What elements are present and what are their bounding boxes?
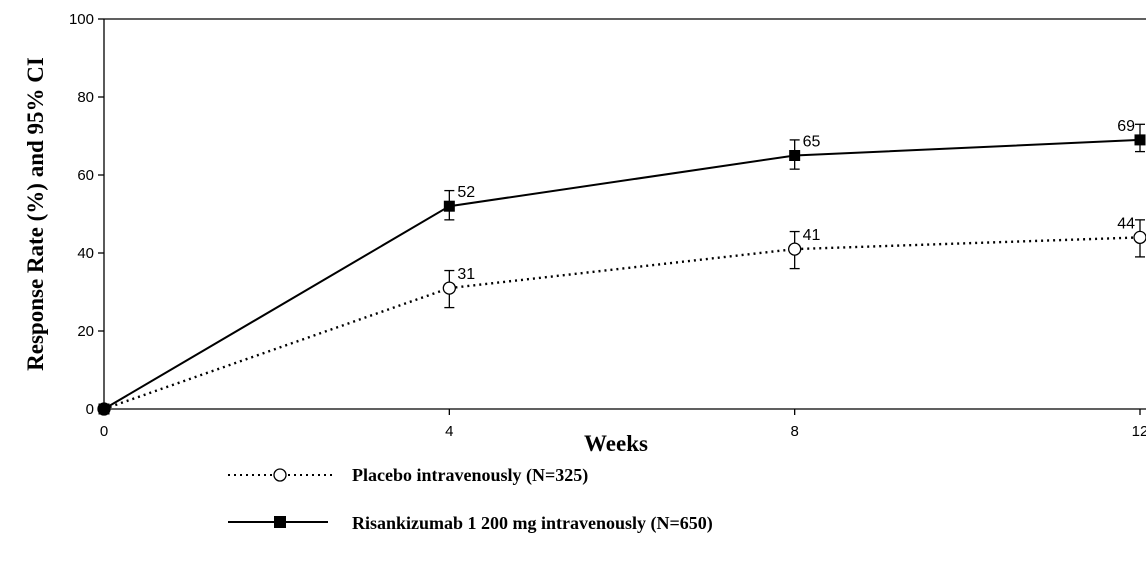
series-1-data-label-2: 65 [803, 134, 821, 151]
series-1-line [103, 138, 1141, 410]
x-ticks: 0 4 8 12 [100, 409, 1146, 440]
y-tick-label-0: 0 [86, 401, 94, 418]
series-1-point-0 [98, 403, 110, 415]
series-0-data-label-2: 41 [803, 227, 821, 244]
series-0-data-label-3: 44 [1117, 215, 1135, 232]
series-1-point-2 [789, 150, 801, 161]
y-tick-label-3: 60 [77, 167, 94, 184]
y-tick-label-4: 80 [77, 89, 94, 106]
series-1-data-label-3: 69 [1117, 118, 1135, 135]
x-axis-title: Weeks [584, 431, 648, 456]
series-1-data-label-1: 52 [457, 184, 475, 201]
series-0-data-label-1: 31 [457, 266, 475, 283]
legend-placebo-label: Placebo intravenously (N=325) [352, 465, 588, 486]
y-tick-label-5: 100 [69, 11, 94, 28]
y-ticks: 0 20 40 60 80 100 [69, 11, 104, 418]
legend-risankizumab-marker [274, 516, 286, 528]
axes [103, 18, 1146, 410]
legend: Placebo intravenously (N=325) Risankizum… [228, 465, 713, 534]
y-tick-label-1: 20 [77, 323, 94, 340]
series-1-point-3 [1134, 134, 1146, 146]
series-0-point-3 [1133, 230, 1146, 245]
y-tick-label-2: 40 [77, 245, 94, 262]
legend-risankizumab-label: Risankizumab 1 200 mg intravenously (N=6… [352, 513, 713, 534]
series-0-line [103, 236, 1141, 411]
x-tick-label-1: 4 [445, 423, 453, 440]
legend-placebo-marker [273, 468, 287, 482]
x-tick-label-2: 8 [790, 423, 798, 440]
series-0-point-2 [788, 242, 802, 256]
y-axis-title: Response Rate (%) and 95% CI [23, 57, 48, 371]
series-1-point-1 [443, 200, 455, 212]
x-tick-label-3: 12 [1132, 423, 1146, 440]
legend-item-placebo: Placebo intravenously (N=325) [228, 465, 588, 486]
series-layer: 31 41 44 52 65 69 [97, 118, 1146, 416]
series-0-point-1 [442, 281, 456, 295]
x-tick-label-0: 0 [100, 423, 108, 440]
legend-item-risankizumab: Risankizumab 1 200 mg intravenously (N=6… [228, 513, 713, 534]
